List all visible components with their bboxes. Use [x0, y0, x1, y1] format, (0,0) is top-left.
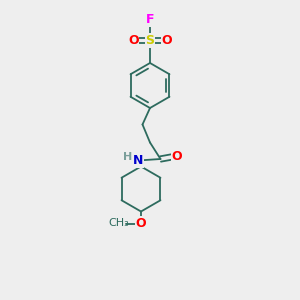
Text: S: S: [146, 34, 154, 47]
Text: O: O: [128, 34, 139, 47]
Text: H: H: [123, 152, 132, 163]
Text: F: F: [146, 13, 154, 26]
Text: N: N: [133, 154, 143, 167]
Text: O: O: [136, 217, 146, 230]
Text: CH₃: CH₃: [108, 218, 129, 229]
Text: O: O: [161, 34, 172, 47]
Text: O: O: [172, 149, 182, 163]
